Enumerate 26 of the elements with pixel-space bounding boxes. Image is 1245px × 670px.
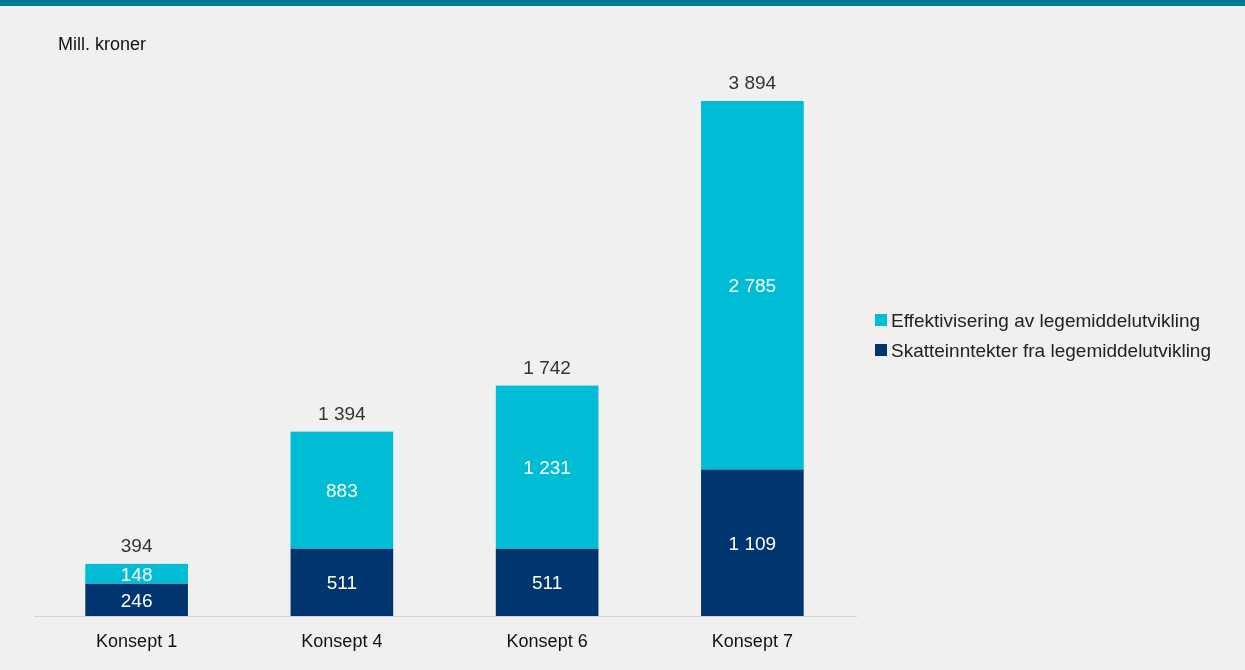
total-label: 394 <box>120 534 153 556</box>
bar <box>701 469 804 616</box>
legend-label: Skatteinntekter fra legemiddelutvikling <box>891 339 1212 361</box>
bar <box>290 548 394 616</box>
x-tick-label: Konsept 4 <box>301 631 383 651</box>
total-label: 1 394 <box>318 402 367 424</box>
x-tick-label: Konsept 6 <box>506 631 588 651</box>
legend-label: Effektivisering av legemiddelutvikling <box>891 309 1201 331</box>
bar <box>85 583 188 616</box>
x-tick-label: Konsept 1 <box>96 631 178 651</box>
total-label: 3 894 <box>728 72 777 93</box>
data-label: 511 <box>531 572 563 594</box>
bar <box>290 431 394 549</box>
data-label: 883 <box>326 479 358 501</box>
data-label: 2 785 <box>728 275 777 296</box>
bar <box>701 101 804 470</box>
data-label: 148 <box>120 563 153 585</box>
x-tick-label: Konsept 7 <box>711 631 793 651</box>
bar <box>495 385 599 549</box>
y-axis-title: Mill. kroner <box>58 34 147 54</box>
bar <box>495 548 599 616</box>
total-label: 1 742 <box>523 356 571 378</box>
data-label: 1 109 <box>728 532 777 554</box>
data-label: 246 <box>120 589 153 611</box>
data-label: 1 231 <box>523 456 571 478</box>
data-label: 511 <box>326 572 358 594</box>
